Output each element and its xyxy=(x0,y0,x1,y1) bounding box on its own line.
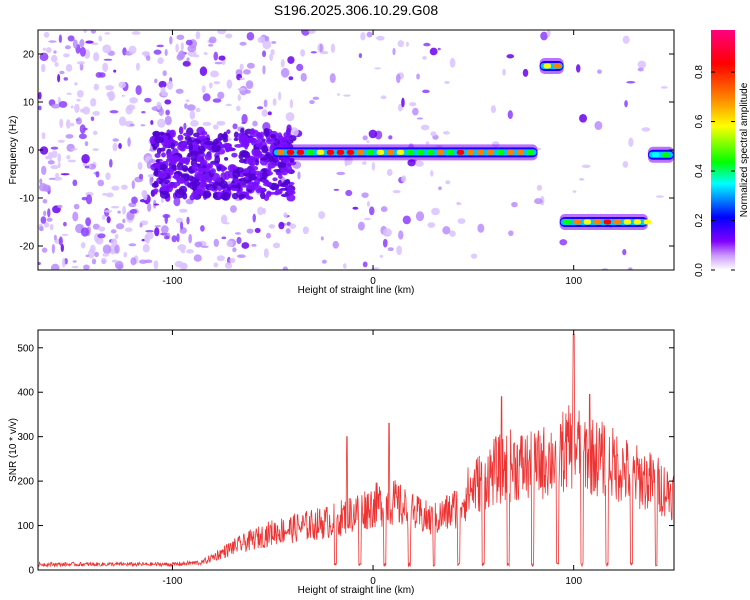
track-peak xyxy=(651,152,660,158)
snr-series-line xyxy=(38,333,674,568)
track-peak xyxy=(496,149,505,155)
colorbar-tick-label: 0.4 xyxy=(694,164,705,178)
track-peak xyxy=(526,149,535,155)
x-tick-label: -100 xyxy=(162,576,182,587)
y-tick-label: -20 xyxy=(20,242,35,253)
track-peak xyxy=(356,149,365,155)
x-tick-label: 100 xyxy=(565,576,582,587)
track-peak xyxy=(346,149,355,155)
spectrogram-y-ticks: -20 -10 0 10 20 xyxy=(20,50,674,253)
track-peak xyxy=(316,149,325,155)
y-tick-label: 500 xyxy=(17,343,34,354)
track-peak xyxy=(633,219,642,225)
snr-y-ticks: 0 100 200 300 400 500 xyxy=(17,343,674,577)
track-peak xyxy=(593,219,602,225)
y-tick-label: 100 xyxy=(17,521,34,532)
y-tick-label: -10 xyxy=(20,194,35,205)
track-peak xyxy=(366,149,375,155)
colorbar-tick-label: 0.0 xyxy=(694,263,705,277)
colorbar-tick-label: 0.8 xyxy=(694,65,705,79)
spectrogram-x-ticks: -100 0 100 xyxy=(162,30,582,287)
track-peak xyxy=(376,149,385,155)
track-peak xyxy=(486,149,495,155)
x-tick-label: 0 xyxy=(370,576,376,587)
track-peak xyxy=(603,219,612,225)
track-peak xyxy=(276,149,285,155)
track-peak xyxy=(543,63,552,69)
y-tick-label: 20 xyxy=(23,50,35,61)
x-tick-label: -100 xyxy=(162,276,182,287)
track-peak xyxy=(436,149,445,155)
y-tick-label: 200 xyxy=(17,477,34,488)
y-tick-label: 0 xyxy=(28,146,34,157)
spectrogram-y-label: Frequency (Hz) xyxy=(8,116,19,185)
spectrogram-noise xyxy=(38,30,668,270)
track-peak xyxy=(416,149,425,155)
track-peak xyxy=(336,149,345,155)
track-peak xyxy=(406,149,415,155)
track-peak xyxy=(466,149,475,155)
track-peak xyxy=(446,149,455,155)
track-peak xyxy=(326,149,335,155)
colorbar-label: Normalized spectral amplitude xyxy=(739,82,750,217)
colorbar: 0.0 0.2 0.4 0.6 0.8 Normalized spectral ampl… xyxy=(694,30,750,277)
spectrogram-tracks xyxy=(272,58,674,230)
track-peak xyxy=(516,149,525,155)
track-peak xyxy=(386,149,395,155)
spectrogram-x-label: Height of straight line (km) xyxy=(298,285,415,296)
track-peak xyxy=(661,152,670,158)
track-peak xyxy=(306,149,315,155)
track-peak xyxy=(286,149,295,155)
snr-frame xyxy=(37,329,675,571)
track-peak xyxy=(426,149,435,155)
snr-panel: -100 0 100 0 100 200 300 400 500 Height of stra… xyxy=(8,329,675,596)
y-tick-label: 0 xyxy=(28,566,34,577)
track-peak xyxy=(476,149,485,155)
snr-x-ticks: -100 0 100 xyxy=(162,330,582,587)
colorbar-gradient xyxy=(711,30,735,270)
track-peak xyxy=(623,219,632,225)
y-tick-label: 300 xyxy=(17,432,34,443)
snr-y-label: SNR (10 * v/v) xyxy=(8,418,19,482)
track-peak xyxy=(553,63,562,69)
snr-x-label: Height of straight line (km) xyxy=(298,585,415,596)
figure-title: S196.2025.306.10.29.G08 xyxy=(274,2,438,18)
track-peak xyxy=(583,219,592,225)
track-peak xyxy=(506,149,515,155)
y-tick-label: 10 xyxy=(23,98,35,109)
colorbar-ticks: 0.0 0.2 0.4 0.6 0.8 xyxy=(694,65,735,277)
track-peak xyxy=(643,219,652,225)
track-peak xyxy=(456,149,465,155)
track-peak xyxy=(563,219,572,225)
track-peak xyxy=(613,219,622,225)
x-tick-label: 0 xyxy=(370,276,376,287)
x-tick-label: 100 xyxy=(565,276,582,287)
y-tick-label: 400 xyxy=(17,388,34,399)
colorbar-tick-label: 0.2 xyxy=(694,213,705,227)
track-peak xyxy=(296,149,305,155)
track-peak xyxy=(396,149,405,155)
track-peak xyxy=(573,219,582,225)
colorbar-tick-label: 0.6 xyxy=(694,114,705,128)
